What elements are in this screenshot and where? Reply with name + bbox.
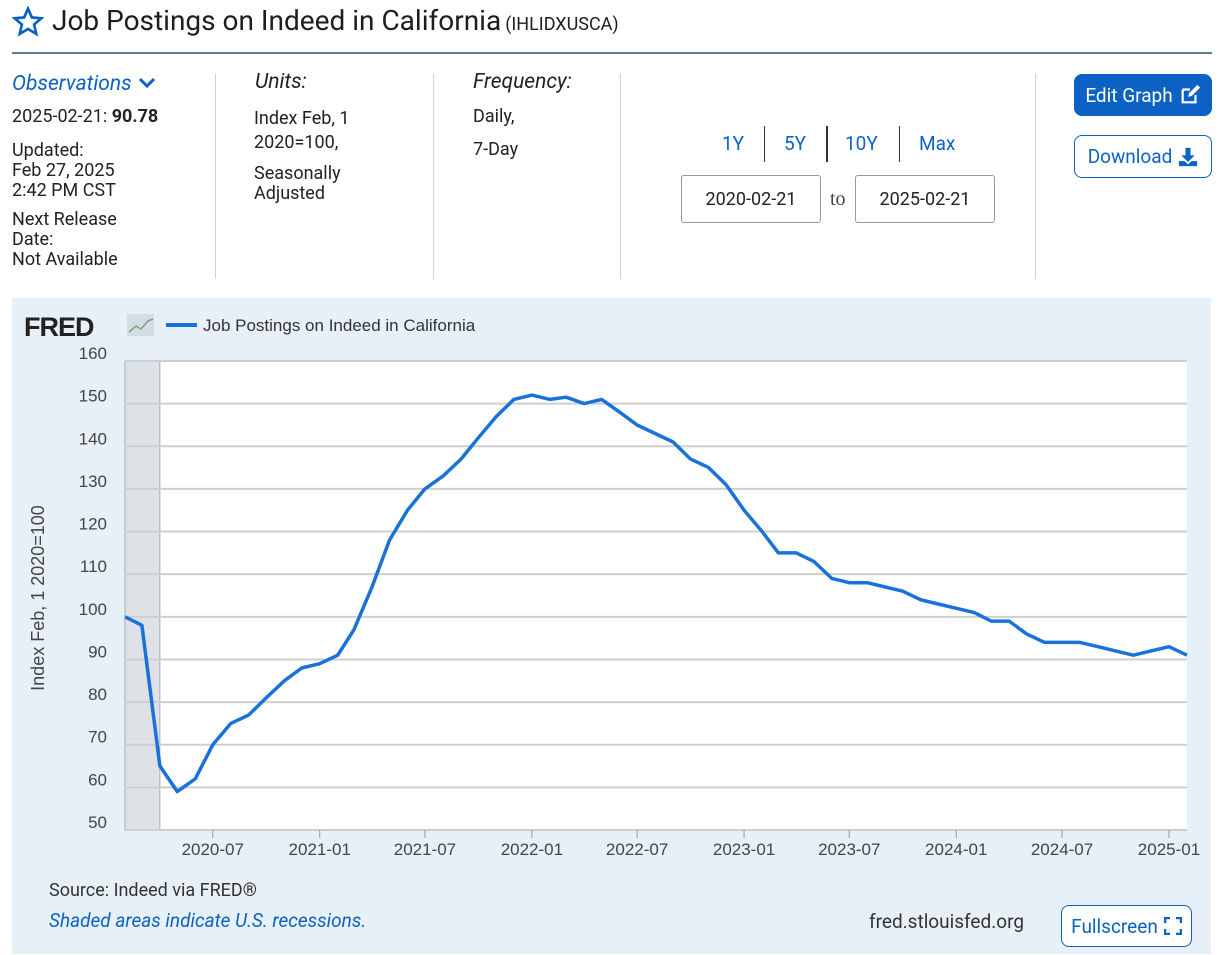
updated-label: Updated:: [12, 140, 84, 161]
next-release-value: Not Available: [12, 249, 118, 270]
separator: [433, 74, 434, 279]
y-tick-label: 150: [79, 387, 107, 406]
y-tick-label: 80: [88, 685, 107, 704]
units-heading: Units:: [255, 70, 307, 94]
separator: [215, 74, 216, 279]
next-release-label: Next Release Date:: [12, 209, 117, 250]
x-tick-label: 2023-07: [818, 840, 880, 859]
latest-observation: 2025-02-21: 90.78: [12, 107, 158, 127]
title-text: Job Postings on Indeed in California: [52, 4, 502, 37]
fullscreen-icon: [1163, 917, 1182, 935]
y-tick-label: 60: [88, 770, 107, 789]
x-tick-label: 2021-01: [289, 840, 351, 859]
y-tick-label: 110: [80, 557, 107, 576]
y-tick-label: 70: [88, 728, 107, 747]
plot-area: [125, 361, 1187, 830]
edit-icon: [1181, 84, 1200, 104]
download-button[interactable]: Download: [1074, 135, 1212, 178]
button-label: Download: [1087, 145, 1173, 168]
x-tick-label: 2022-01: [501, 840, 563, 859]
y-tick-label: 130: [79, 472, 107, 491]
page-title: Job Postings on Indeed in California (IHL…: [52, 4, 619, 37]
frequency-heading: Frequency:: [473, 70, 572, 94]
obs-value: 90.78: [111, 106, 159, 127]
chevron: [138, 77, 155, 89]
range-separator: to: [830, 188, 846, 210]
x-tick-label: 2022-07: [606, 840, 668, 859]
frequency-line: Daily,: [473, 106, 515, 127]
updated-date: Feb 27, 2025: [12, 160, 115, 181]
x-tick-label: 2024-01: [925, 840, 987, 859]
y-tick-label: 160: [79, 344, 107, 363]
recession-note[interactable]: Shaded areas indicate U.S. recessions.: [49, 909, 367, 932]
obs-date: 2025-02-21:: [12, 106, 108, 127]
units-line: Index Feb, 1 2020=100,: [254, 108, 350, 153]
range-button[interactable]: Max: [919, 132, 956, 155]
range-button[interactable]: 1Y: [722, 132, 745, 155]
button-label: Fullscreen: [1071, 914, 1158, 938]
site-link[interactable]: fred.stlouisfed.org: [869, 910, 1024, 933]
fred-logo: FRED: [24, 312, 94, 342]
frequency-line: 7-Day: [473, 139, 519, 160]
observations-toggle[interactable]: Observations: [12, 72, 157, 96]
range-divider: [764, 126, 765, 162]
units-line: Seasonally Adjusted: [254, 163, 341, 204]
range-button[interactable]: 5Y: [784, 132, 807, 155]
x-tick-label: 2024-07: [1031, 840, 1093, 859]
y-tick-label: 120: [79, 515, 107, 534]
button-label: Edit Graph: [1085, 83, 1173, 107]
favorite-star[interactable]: [12, 6, 44, 38]
range-divider: [899, 126, 900, 162]
updated: Updated: Feb 27, 2025 2:42 PM CST: [12, 141, 116, 201]
updated-time: 2:42 PM CST: [12, 180, 116, 201]
separator: [620, 74, 621, 279]
range-button[interactable]: 10Y: [845, 132, 878, 155]
end-date-input[interactable]: 2025-02-21: [855, 175, 995, 223]
x-tick-label: 2021-07: [394, 840, 456, 859]
source-note: Source: Indeed via FRED®: [49, 880, 257, 901]
x-tick-label: 2023-01: [713, 840, 775, 859]
x-tick-label: 2025-01: [1138, 840, 1200, 859]
legend-label: Job Postings on Indeed in California: [203, 316, 476, 335]
x-tick-label: 2020-07: [182, 840, 244, 859]
download-icon: [1179, 147, 1198, 166]
y-tick-label: 140: [79, 429, 107, 448]
fullscreen-button[interactable]: Fullscreen: [1061, 905, 1192, 947]
y-axis-label: Index Feb, 1 2020=100: [28, 505, 48, 691]
edit-graph-button[interactable]: Edit Graph: [1074, 74, 1212, 116]
separator: [1035, 74, 1036, 279]
recession-band: [124, 360, 161, 831]
logo-graph: [127, 314, 154, 336]
header-rule: [12, 52, 1212, 54]
series-id: (IHLIDXUSCA): [505, 14, 619, 35]
series-line: [124, 393, 1188, 794]
observations-heading: Observations: [12, 72, 132, 96]
y-tick-label: 90: [88, 642, 107, 661]
range-divider: [826, 126, 828, 162]
y-tick-label: 100: [79, 600, 107, 619]
start-date-input[interactable]: 2020-02-21: [681, 175, 821, 223]
y-tick-label: 50: [88, 813, 107, 832]
next-release: Next Release Date: Not Available: [12, 210, 152, 270]
